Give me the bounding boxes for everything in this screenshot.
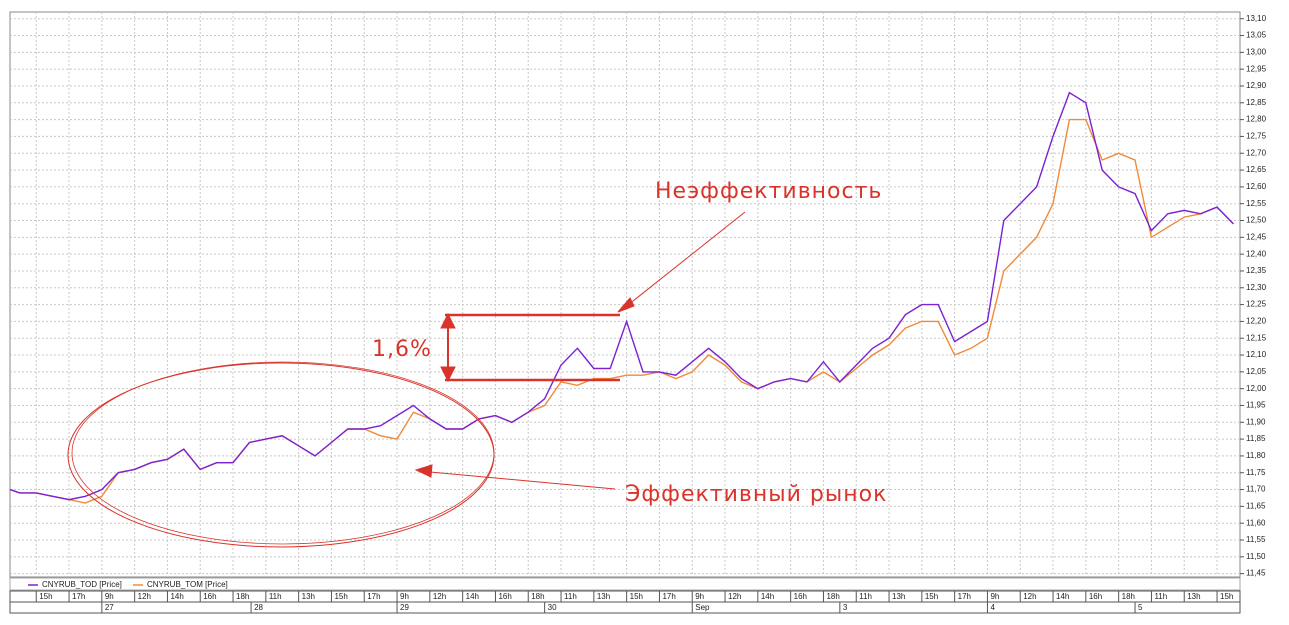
x-tick-label: 12h bbox=[1023, 592, 1036, 601]
y-tick-label: 11,95 bbox=[1246, 401, 1266, 410]
arrow bbox=[627, 211, 746, 306]
y-tick-label: 12,70 bbox=[1246, 148, 1267, 157]
x-tick-label: 12h bbox=[728, 592, 741, 601]
grid bbox=[10, 12, 1240, 577]
x-tick-label: 18h bbox=[1122, 592, 1135, 601]
y-tick-label: 12,75 bbox=[1246, 132, 1267, 141]
x-tick-label: 15h bbox=[925, 592, 938, 601]
y-tick-label: 12,25 bbox=[1246, 300, 1267, 309]
x-tick-label: 15h bbox=[334, 592, 347, 601]
y-tick-label: 12,30 bbox=[1246, 283, 1267, 292]
lines bbox=[9, 91, 1234, 504]
y-tick-label: 12,95 bbox=[1246, 64, 1267, 73]
x-tick-label: 18h bbox=[826, 592, 839, 601]
y-tick-label: 12,90 bbox=[1246, 81, 1267, 90]
x-tick-label: 16h bbox=[498, 592, 511, 601]
x-tick-label: 14h bbox=[761, 592, 774, 601]
y-tick-label: 12,00 bbox=[1246, 384, 1267, 393]
y-tick-label: 11,45 bbox=[1246, 569, 1266, 578]
y-tick-label: 13,05 bbox=[1246, 31, 1267, 40]
y-tick-label: 12,80 bbox=[1246, 115, 1267, 124]
date-tick-label: 27 bbox=[105, 603, 114, 612]
annotation: 1,6% bbox=[372, 337, 432, 362]
ellipse bbox=[71, 361, 495, 545]
x-tick-label: 11h bbox=[564, 592, 577, 601]
arrow-head bbox=[617, 297, 635, 313]
x-tick-label: 14h bbox=[170, 592, 183, 601]
y-tick-label: 11,55 bbox=[1246, 535, 1266, 544]
legend-label: CNYRUB_TOD [Price] bbox=[42, 580, 122, 589]
y-tick-label: 11,70 bbox=[1246, 485, 1266, 494]
y-tick-label: 13,00 bbox=[1246, 47, 1267, 56]
x-tick-label: 12h bbox=[433, 592, 446, 601]
y-tick-label: 12,55 bbox=[1246, 199, 1267, 208]
y-tick-label: 12,85 bbox=[1246, 98, 1267, 107]
arrow-head bbox=[440, 312, 456, 329]
date-tick-label: 28 bbox=[254, 603, 263, 612]
y-tick-label: 12,10 bbox=[1246, 350, 1267, 359]
date-tick-label: 3 bbox=[843, 603, 848, 612]
y-tick-label: 11,80 bbox=[1246, 451, 1266, 460]
date-tick-label: 29 bbox=[400, 603, 409, 612]
x-tick-label: 15h bbox=[39, 592, 52, 601]
arrow-head bbox=[414, 464, 433, 478]
date-tick-label: Sep bbox=[695, 603, 710, 612]
x-tick-label: 14h bbox=[466, 592, 479, 601]
y-tick-label: 11,65 bbox=[1246, 501, 1266, 510]
y-tick-label: 12,40 bbox=[1246, 249, 1267, 258]
x-tick-label: 9h bbox=[105, 592, 114, 601]
y-tick-label: 11,85 bbox=[1246, 434, 1266, 443]
plot-frame bbox=[9, 11, 1241, 578]
annotation-layer bbox=[67, 211, 746, 548]
x-tick-label: 11h bbox=[859, 592, 872, 601]
x-tick-label: 17h bbox=[367, 592, 380, 601]
date-tick-label: 4 bbox=[990, 603, 995, 612]
y-tick-label: 12,35 bbox=[1246, 266, 1267, 275]
date-tick-label: 30 bbox=[548, 603, 557, 612]
annotation: Эффективный рынок bbox=[625, 482, 887, 507]
x-tick-label: 9h bbox=[990, 592, 999, 601]
x-tick-label: 15h bbox=[630, 592, 643, 601]
arrow-head bbox=[440, 366, 456, 383]
x-tick-label: 18h bbox=[236, 592, 249, 601]
date-tick-label: 5 bbox=[1138, 603, 1143, 612]
x-tick-label: 9h bbox=[695, 592, 704, 601]
x-tick-label: 13h bbox=[597, 592, 610, 601]
y-tick-label: 12,45 bbox=[1246, 232, 1267, 241]
x-tick-label: 13h bbox=[1187, 592, 1200, 601]
x-tick-label: 17h bbox=[662, 592, 675, 601]
y-tick-label: 12,60 bbox=[1246, 182, 1267, 191]
legend-bar bbox=[9, 577, 1241, 591]
x-tick-label: 16h bbox=[794, 592, 807, 601]
x-tick-label: 12h bbox=[138, 592, 151, 601]
y-tick-label: 13,10 bbox=[1246, 14, 1267, 23]
legend-label: CNYRUB_TOM [Price] bbox=[147, 580, 228, 589]
y-tick-label: 11,50 bbox=[1246, 552, 1266, 561]
axes: 11,45 11,50 11,55 11,60 11,65 11,70 11,75 11,80… bbox=[9, 14, 1267, 614]
x-tick-label: 14h bbox=[1056, 592, 1069, 601]
y-tick-label: 12,65 bbox=[1246, 165, 1267, 174]
y-tick-label: 11,90 bbox=[1246, 417, 1266, 426]
x-tick-label: 13h bbox=[302, 592, 315, 601]
y-tick-label: 11,60 bbox=[1246, 518, 1266, 527]
x-tick-label: 15h bbox=[1220, 592, 1233, 601]
x-tick-label: 16h bbox=[1089, 592, 1102, 601]
y-tick-label: 12,20 bbox=[1246, 317, 1267, 326]
x-tick-label: 17h bbox=[72, 592, 85, 601]
y-tick-label: 11,75 bbox=[1246, 468, 1266, 477]
x-tick-label: 16h bbox=[203, 592, 216, 601]
x-tick-label: 9h bbox=[400, 592, 409, 601]
y-tick-label: 12,15 bbox=[1246, 333, 1267, 342]
y-tick-label: 12,50 bbox=[1246, 216, 1267, 225]
x-tick-label: 17h bbox=[958, 592, 971, 601]
series-line bbox=[9, 91, 1234, 501]
annotation: Неэффективность bbox=[655, 179, 882, 204]
x-tick-label: 11h bbox=[1154, 592, 1167, 601]
x-tick-label: 18h bbox=[531, 592, 544, 601]
x-tick-label: 13h bbox=[892, 592, 905, 601]
x-tick-label: 11h bbox=[269, 592, 282, 601]
y-tick-label: 12,05 bbox=[1246, 367, 1267, 376]
arrow bbox=[429, 471, 616, 490]
